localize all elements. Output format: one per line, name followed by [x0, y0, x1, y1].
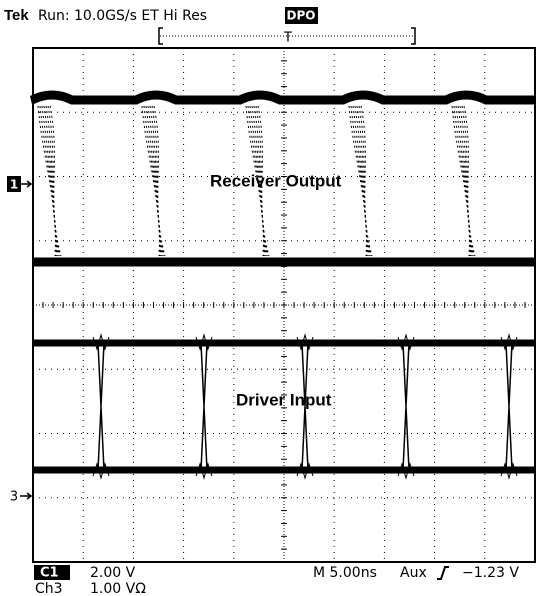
- trigger-source: Aux: [400, 565, 427, 581]
- receiver-high: [32, 95, 535, 100]
- ch1-scale: 2.00 V: [90, 565, 136, 581]
- status: Run: 10.0GS/s ET Hi Res: [38, 8, 207, 24]
- ch1-marker: 1: [10, 178, 18, 192]
- timebase: M 5.00ns: [313, 565, 377, 581]
- driver-label: Driver Input: [236, 390, 332, 409]
- trigger-marker: T: [283, 31, 292, 46]
- receiver-label: Receiver Output: [210, 171, 342, 190]
- scope-screen: Tek Run: 10.0GS/s ET Hi Res DPO T 1 3 Re…: [0, 0, 537, 596]
- ch3-scale: 1.00 VΩ: [90, 581, 146, 596]
- trigger-level: −1.23 V: [462, 565, 519, 581]
- ch3-name: Ch3: [35, 581, 63, 596]
- brand: Tek: [4, 7, 29, 24]
- mode: DPO: [287, 9, 316, 23]
- ch1-name: C1: [40, 566, 59, 581]
- ch3-marker: 3: [10, 490, 18, 505]
- background: [0, 0, 537, 596]
